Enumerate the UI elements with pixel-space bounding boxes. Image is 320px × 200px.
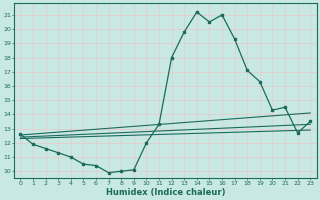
X-axis label: Humidex (Indice chaleur): Humidex (Indice chaleur) <box>106 188 225 197</box>
